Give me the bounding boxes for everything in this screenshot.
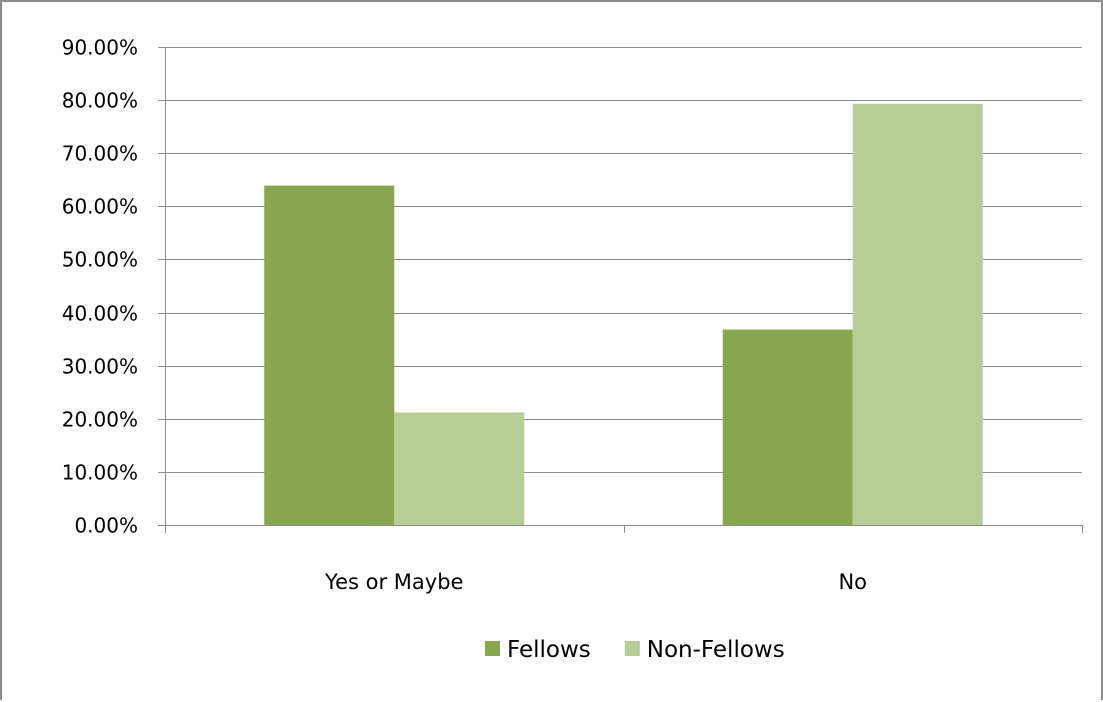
y-tick-label: 50.00% bbox=[62, 248, 138, 272]
axis-labels: 0.00% 10.00% 20.00% 30.00% 40.00% 50.00% 60.00… bbox=[62, 36, 867, 595]
legend: Fellows Non-Fellows bbox=[485, 637, 785, 663]
y-tick-label: 70.00% bbox=[62, 142, 138, 166]
legend-label: Non-Fellows bbox=[647, 637, 785, 663]
x-category-label: No bbox=[838, 570, 867, 594]
y-tick-label: 80.00% bbox=[62, 89, 138, 113]
legend-swatch bbox=[624, 641, 640, 656]
legend-swatch bbox=[485, 641, 500, 656]
y-tick-label: 0.00% bbox=[74, 514, 138, 538]
bar-non-fellows-yes-or-maybe bbox=[394, 412, 525, 525]
y-tick-label: 90.00% bbox=[62, 36, 138, 60]
y-tick-label: 40.00% bbox=[62, 302, 138, 326]
y-tick-label: 30.00% bbox=[62, 355, 138, 379]
y-tick-label: 60.00% bbox=[62, 195, 138, 219]
bar-non-fellows-no bbox=[852, 103, 983, 525]
legend-label: Fellows bbox=[507, 637, 591, 663]
bar-fellows-yes-or-maybe bbox=[264, 185, 395, 525]
bar-fellows-no bbox=[722, 329, 853, 525]
bars bbox=[264, 103, 983, 525]
axes bbox=[158, 47, 1083, 533]
x-category-label: Yes or Maybe bbox=[324, 570, 463, 594]
y-tick-label: 20.00% bbox=[62, 408, 138, 432]
y-tick-label: 10.00% bbox=[62, 461, 138, 485]
